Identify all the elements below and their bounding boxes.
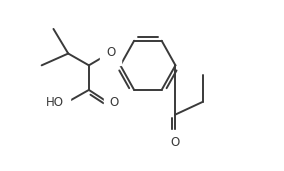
Text: O: O: [171, 136, 180, 149]
Text: O: O: [106, 46, 115, 59]
Text: HO: HO: [46, 96, 64, 109]
Text: O: O: [110, 96, 119, 109]
